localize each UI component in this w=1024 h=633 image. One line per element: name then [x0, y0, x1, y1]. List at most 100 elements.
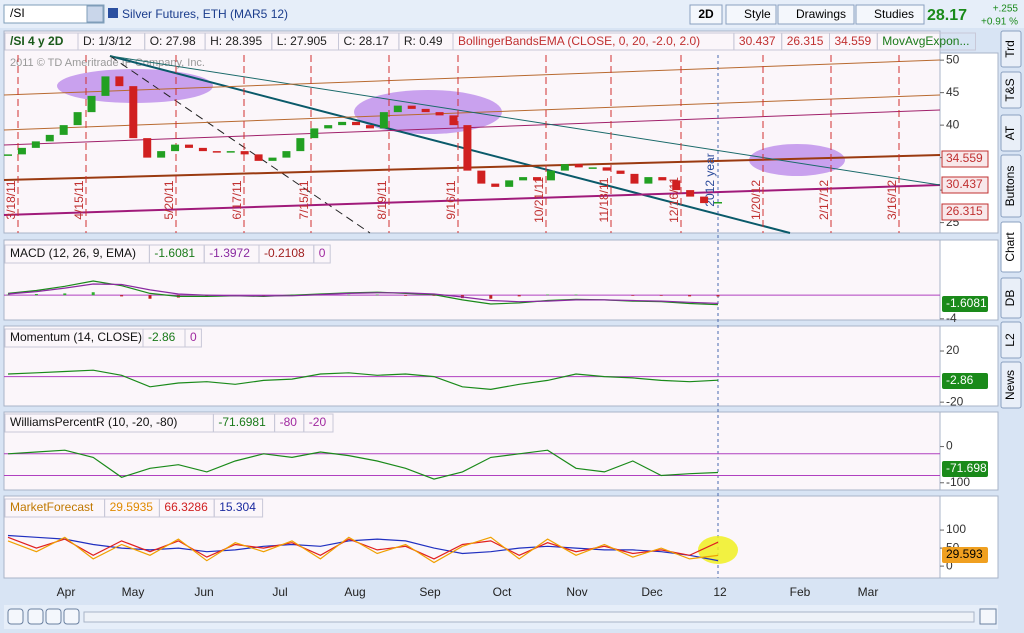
scrollbar[interactable]: [83, 611, 975, 623]
header-item: -20: [309, 415, 327, 429]
side-tab-label[interactable]: Trd: [1003, 40, 1017, 58]
side-tab[interactable]: [1000, 114, 1022, 152]
value-tag: [942, 547, 988, 563]
trend-line: [3, 154, 941, 181]
side-tab[interactable]: [1000, 71, 1022, 109]
y-tick-label: 40: [946, 117, 960, 131]
change-pct: +0.91 %: [981, 17, 1018, 28]
side-tab-label[interactable]: L2: [1003, 333, 1017, 347]
value-tag: [941, 203, 989, 221]
candle: [226, 151, 235, 153]
histogram-bar: [120, 295, 124, 297]
side-tab[interactable]: [1000, 30, 1022, 68]
toolbar-button[interactable]: [777, 4, 855, 25]
x-tick-label: Sep: [419, 585, 441, 599]
histogram-bar: [489, 295, 493, 299]
candle: [101, 76, 110, 96]
candle: [31, 141, 40, 148]
y-tick-label: 45: [946, 85, 960, 99]
side-tab[interactable]: [1000, 154, 1022, 218]
side-tab-label[interactable]: Buttons: [1003, 166, 1017, 207]
x-tick-label: Jun: [194, 585, 213, 599]
symbol-box[interactable]: [3, 4, 105, 24]
candle: [212, 151, 221, 153]
axis-bg: [939, 52, 999, 234]
toolbar-button-label[interactable]: Drawings: [796, 7, 846, 21]
header-item: O: 27.98: [150, 34, 196, 48]
x-tick-label: Dec: [641, 585, 662, 599]
pane-bg: [3, 495, 941, 579]
candle: [184, 144, 193, 148]
toolbar-button[interactable]: [855, 4, 925, 25]
histogram-bar: [517, 295, 521, 297]
agg-button[interactable]: [689, 4, 723, 25]
header-item: MovAvgExpon...: [882, 34, 969, 48]
side-tab[interactable]: [1000, 277, 1022, 319]
histogram-bar: [148, 295, 152, 299]
pane-bg: [3, 325, 941, 407]
date-label: 3/18/11: [4, 180, 18, 219]
header-item: -80: [280, 415, 298, 429]
scroll-button[interactable]: [979, 608, 997, 625]
toolbar-button[interactable]: [725, 4, 777, 25]
zoom-button[interactable]: [63, 608, 80, 625]
date-label: 9/16/11: [444, 180, 458, 219]
side-tab[interactable]: [1000, 361, 1022, 409]
candle: [435, 112, 444, 116]
candle: [533, 177, 542, 181]
candle: [449, 115, 458, 126]
aggregation[interactable]: 2D: [698, 7, 714, 21]
candle: [463, 125, 472, 171]
candle: [240, 151, 249, 155]
side-tab-label[interactable]: DB: [1003, 290, 1017, 307]
symbol[interactable]: /SI: [10, 6, 25, 20]
header-item: 29.5935: [110, 500, 154, 514]
x-tick-label: Jul: [272, 585, 287, 599]
header-item: C: 28.17: [344, 34, 390, 48]
date-label: 10/21/11: [532, 177, 546, 223]
candle: [198, 147, 207, 152]
chart-area: 2D Style Drawings Studies Trd T&S AT Buttons Cha…: [3, 4, 1022, 625]
side-tab[interactable]: [1000, 321, 1022, 359]
y-tick-label: -20: [946, 394, 964, 408]
side-tab-label[interactable]: AT: [1003, 125, 1017, 140]
header-item: D: 1/3/12: [83, 34, 132, 48]
indicator-line: [7, 283, 719, 304]
axis-bg: [939, 325, 999, 407]
zoom-button[interactable]: [7, 608, 24, 625]
indicator-line: [7, 369, 719, 391]
zoom-button[interactable]: [45, 608, 62, 625]
trend-line: [3, 184, 941, 216]
header-cell: [313, 244, 331, 264]
candle: [379, 112, 388, 129]
histogram-bar: [716, 295, 720, 297]
y-tick-label: -100: [946, 475, 970, 489]
candle: [505, 180, 514, 187]
side-tab-label[interactable]: Chart: [1003, 232, 1017, 262]
candle: [644, 177, 653, 184]
histogram-bar: [347, 294, 351, 296]
histogram-bar: [34, 294, 38, 296]
header-item: R: 0.49: [404, 34, 443, 48]
toolbar-button-label[interactable]: Style: [744, 7, 771, 21]
candle: [616, 170, 625, 174]
side-tab-label[interactable]: News: [1003, 370, 1017, 400]
candle: [157, 151, 166, 158]
candle: [686, 190, 695, 197]
candle: [560, 164, 569, 171]
candle: [296, 138, 305, 152]
y-tick-label: 20: [946, 343, 960, 357]
side-tab[interactable]: [1000, 221, 1022, 273]
histogram-bar: [631, 295, 635, 296]
header-item: MarketForecast: [10, 500, 94, 514]
symbol-dropdown[interactable]: [86, 5, 104, 23]
header-item: 15.304: [219, 500, 256, 514]
header-item: 26.315: [787, 34, 824, 48]
header-item: WilliamsPercentR (10, -20, -80): [10, 415, 177, 429]
histogram-bar: [574, 294, 578, 296]
header-item: 66.3286: [164, 500, 208, 514]
date-label: 4/15/11: [72, 180, 86, 219]
side-tab-label[interactable]: T&S: [1003, 78, 1017, 101]
zoom-button[interactable]: [27, 608, 44, 625]
toolbar-button-label[interactable]: Studies: [874, 7, 914, 21]
